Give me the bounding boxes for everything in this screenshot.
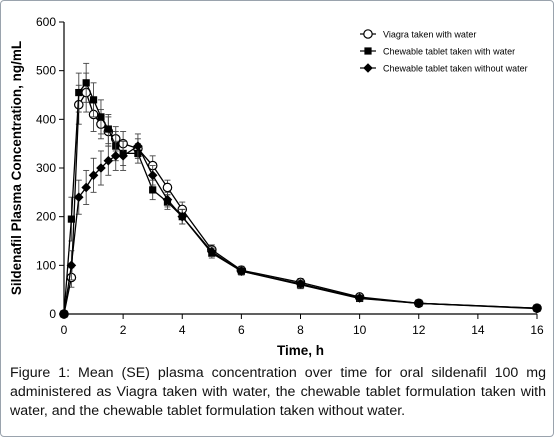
x-tick-label: 16 [530,323,544,337]
data-point [354,293,365,303]
data-point [532,303,542,314]
data-point [82,79,90,87]
data-point [104,125,112,133]
x-tick-label: 12 [412,323,426,337]
y-tick-label: 400 [36,112,56,126]
y-axis-title: Sildenafil Plasma Concentration, ng/mL [9,41,24,295]
x-tick-label: 0 [61,323,68,337]
legend-marker [363,29,373,39]
x-tick-label: 2 [120,323,127,337]
y-tick-label: 0 [49,307,56,321]
data-point [89,96,98,104]
legend-marker [363,63,373,73]
data-point [110,151,121,161]
data-point [67,215,75,223]
data-point [207,246,217,257]
x-tick-label: 14 [471,323,485,337]
x-tick-label: 4 [179,323,186,337]
legend-label: Chewable tablet taken without water [383,64,528,74]
plasma-concentration-chart: 0 100 200 300 400 500 600 0 2 4 6 8 10 12 14 16 Time, h S… [9,15,544,358]
x-tick-label: 10 [353,323,367,337]
y-tick-label: 100 [36,258,56,272]
data-point [97,113,105,121]
data-point [162,194,173,205]
data-point [75,88,83,97]
data-point [59,309,69,319]
x-tick-label: 8 [297,323,304,337]
y-tick-label: 600 [36,15,56,29]
data-point [103,155,114,166]
series-3 [59,133,542,319]
data-point [236,266,247,276]
legend-marker [364,47,372,55]
figure-caption: Figure 1: Mean (SE) plasma concentration… [10,365,546,419]
y-tick-label: 500 [36,64,56,78]
y-tick-label: 200 [36,210,56,224]
data-point [162,182,173,193]
legend-label: Viagra taken with water [383,30,476,40]
y-tick-label: 300 [36,161,56,175]
data-point [133,141,143,151]
data-point [413,298,424,309]
data-point [118,151,128,161]
data-point [88,170,99,181]
data-point [177,211,188,222]
legend-label: Chewable tablet taken with water [383,47,515,57]
data-point [96,163,106,173]
x-tick-label: 6 [238,323,245,337]
data-point [81,182,91,193]
data-point [295,279,306,289]
legend: Viagra taken with water Chewable tablet t… [360,29,528,74]
data-point [147,170,158,181]
data-point [73,192,84,202]
data-point [66,260,77,271]
data-point [149,186,157,194]
x-axis-title: Time, h [277,343,324,358]
